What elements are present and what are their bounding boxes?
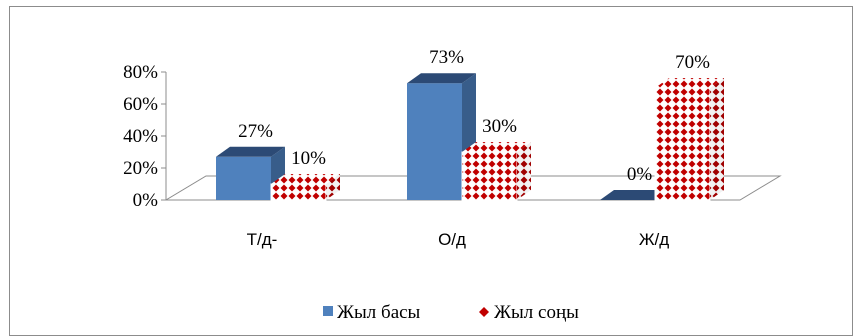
y-tick-label: 40%	[123, 126, 158, 147]
bar-series-end	[270, 174, 340, 201]
y-tick-label: 0%	[133, 190, 159, 211]
y-tick-label: 80%	[123, 62, 158, 83]
bar-series-end	[654, 78, 724, 201]
bar-front	[461, 151, 518, 201]
y-tick-label: 20%	[123, 158, 158, 179]
bar-series-start	[600, 190, 669, 200]
bar-chart: 0% 20% 40% 60% 80% 27% 10% Т/д- 73% 30% О/д 0% 70% Ж…	[123, 47, 782, 323]
category-label: О/д	[438, 230, 466, 249]
bar-top	[407, 73, 476, 84]
legend: Жыл басы Жыл соңы	[323, 302, 579, 323]
bar-series-end	[461, 142, 531, 201]
bar-side	[710, 78, 724, 200]
data-label: 27%	[238, 121, 273, 142]
category-label: Т/д-	[247, 230, 278, 249]
y-tick-label: 60%	[123, 94, 158, 115]
bar-side	[326, 174, 340, 200]
bar-top	[655, 78, 724, 88]
legend-label-end: Жыл соңы	[494, 302, 579, 323]
bar-top	[600, 190, 669, 200]
bar-front	[407, 83, 462, 200]
legend-swatch-end	[479, 307, 489, 317]
bar-top	[462, 142, 531, 152]
legend-label-start: Жыл басы	[337, 302, 421, 323]
bar-top	[216, 146, 285, 157]
data-label: 70%	[675, 52, 710, 73]
category-label: Ж/д	[639, 230, 669, 249]
data-label: 10%	[291, 148, 326, 169]
data-label: 73%	[429, 47, 464, 68]
bar-front	[654, 87, 711, 201]
bar-side	[517, 142, 531, 200]
bar-front	[270, 183, 327, 201]
bar-front	[216, 156, 271, 200]
legend-swatch-start	[323, 306, 333, 316]
data-label: 0%	[627, 164, 653, 185]
data-label: 30%	[482, 116, 517, 137]
bar-top	[271, 174, 340, 184]
